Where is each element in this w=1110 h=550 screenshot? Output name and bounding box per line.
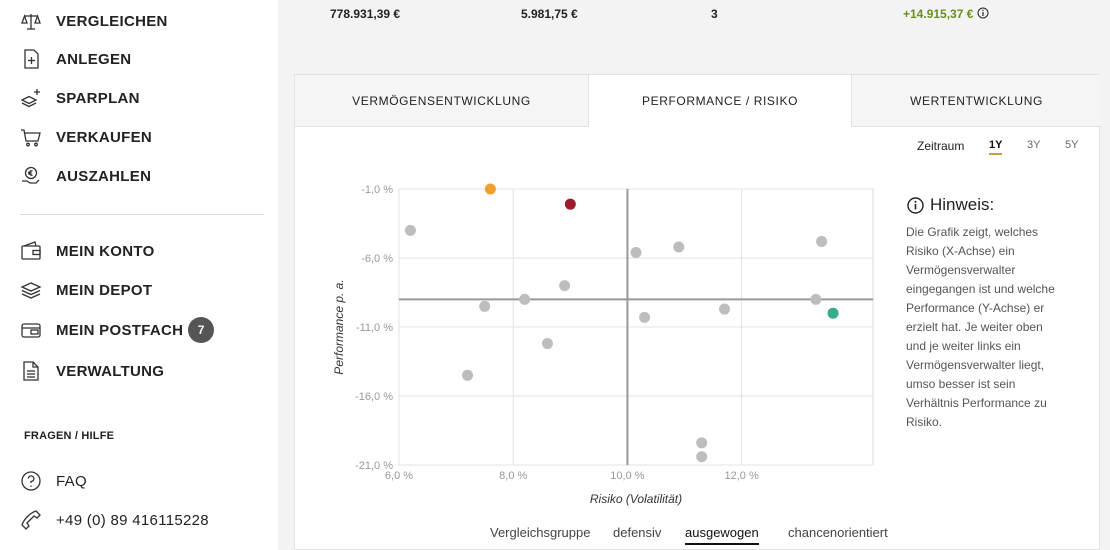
performance-panel: VERMÖGENSENTWICKLUNG PERFORMANCE / RISIK…: [294, 74, 1101, 550]
data-point: [541, 338, 553, 350]
data-point: [827, 307, 839, 319]
stat-value: 5.981,75 €: [521, 7, 578, 21]
stat-value: 3: [711, 7, 718, 21]
data-point: [696, 437, 708, 449]
y-tick-label: -21,0 %: [355, 460, 393, 472]
nav-mein-depot[interactable]: MEIN DEPOT: [20, 277, 152, 303]
data-point: [404, 224, 416, 236]
cart-icon: [21, 129, 41, 147]
mailbox-icon: [21, 323, 41, 338]
tab-performance-risiko[interactable]: PERFORMANCE / RISIKO: [588, 75, 852, 127]
gain-value: +14.915,37 €: [903, 7, 974, 21]
x-tick-label: 6,0 %: [385, 470, 413, 482]
nav-anlegen[interactable]: ANLEGEN: [20, 46, 131, 72]
nav-faq[interactable]: FAQ: [20, 468, 87, 494]
data-point: [479, 300, 491, 312]
question-circle-icon: [21, 471, 41, 491]
data-point: [810, 293, 822, 305]
info-icon[interactable]: [977, 7, 989, 19]
y-tick-label: -11,0 %: [356, 322, 393, 334]
nav-label: MEIN DEPOT: [56, 281, 153, 299]
info-icon: [907, 196, 924, 214]
nav-label: VERWALTUNG: [56, 362, 165, 380]
risk-performance-chart: -1,0 % -6,0 % -11,0 % -16,0 % -21,0 %6,0 % 8,…: [332, 183, 874, 506]
coins-hand-icon: [22, 166, 40, 184]
period-option-1y[interactable]: 1Y: [989, 139, 1003, 155]
nav-label: VERGLEICHEN: [56, 12, 168, 30]
data-point: [519, 293, 531, 305]
nav-mein-postfach[interactable]: MEIN POSTFACH 7: [20, 317, 215, 343]
nav-phone[interactable]: +49 (0) 89 416115228: [20, 507, 209, 533]
data-point: [816, 235, 828, 247]
hint-text: Die Grafik zeigt, welches Risiko (X-Achs…: [906, 225, 1055, 429]
nav-label: AUSZAHLEN: [56, 167, 152, 185]
nav-label: +49 (0) 89 416115228: [56, 511, 209, 529]
data-point: [630, 246, 642, 258]
stack-plus-icon: [20, 89, 40, 108]
y-tick-label: -1,0 %: [361, 184, 393, 196]
data-point: [484, 183, 496, 195]
hint-heading: Hinweis:: [907, 195, 994, 215]
period-option-3y[interactable]: 3Y: [1027, 139, 1041, 151]
document-plus-icon: [24, 49, 39, 69]
document-icon: [23, 361, 39, 381]
period-option-5y[interactable]: 5Y: [1065, 139, 1079, 151]
x-tick-label: 8,0 %: [499, 470, 527, 482]
tab-wertentwicklung[interactable]: WERTENTWICKLUNG: [852, 75, 1101, 127]
help-heading: FRAGEN / HILFE: [24, 430, 115, 442]
data-point: [559, 280, 571, 292]
y-tick-label: -6,0 %: [361, 253, 393, 265]
nav-label: SPARPLAN: [56, 89, 140, 107]
comparison-ausgewogen[interactable]: ausgewogen: [685, 525, 759, 545]
comparison-chancenorientiert[interactable]: chancenorientiert: [788, 525, 888, 540]
hint-title: Hinweis:: [930, 195, 995, 214]
nav-label: VERKAUFEN: [56, 128, 153, 146]
data-point: [462, 369, 474, 381]
nav-label: FAQ: [56, 472, 87, 490]
nav-label: MEIN POSTFACH: [56, 321, 184, 339]
data-point: [673, 241, 685, 253]
y-tick-label: -16,0 %: [355, 391, 393, 403]
unread-count-badge: 7: [188, 317, 215, 343]
comparison-defensiv[interactable]: defensiv: [613, 525, 662, 540]
data-point: [719, 303, 731, 315]
data-point: [696, 451, 708, 463]
nav-vergleichen[interactable]: VERGLEICHEN: [20, 8, 168, 34]
scales-icon: [21, 14, 41, 30]
x-tick-label: 12,0 %: [725, 470, 759, 482]
comparison-label: Vergleichsgruppe: [490, 525, 591, 540]
nav-sparplan[interactable]: SPARPLAN: [20, 85, 140, 111]
stat-value-gain: +14.915,37 €: [903, 7, 989, 21]
nav-mein-konto[interactable]: MEIN KONTO: [20, 238, 155, 264]
portfolio-summary: 778.931,39 € 5.981,75 € 3 +14.915,37 €: [330, 0, 1110, 26]
sidebar: VERGLEICHEN ANLEGEN SPARPLAN VERKAUFEN A…: [0, 0, 278, 550]
stat-value: 778.931,39 €: [330, 7, 401, 21]
nav-label: ANLEGEN: [56, 50, 132, 68]
x-tick-label: 10,0 %: [610, 470, 644, 482]
y-axis-label: Performance p. a.: [332, 279, 346, 374]
phone-icon: [21, 510, 41, 530]
sidebar-divider: [20, 214, 264, 215]
nav-auszahlen[interactable]: AUSZAHLEN: [20, 163, 151, 189]
nav-verkaufen[interactable]: VERKAUFEN: [20, 124, 152, 150]
x-axis-label: Risiko (Volatilität): [590, 492, 682, 506]
layers-icon: [20, 282, 42, 299]
data-point: [639, 311, 651, 323]
wallet-icon: [21, 241, 41, 260]
data-point: [564, 198, 576, 210]
tab-vermoegensentwicklung[interactable]: VERMÖGENSENTWICKLUNG: [295, 75, 588, 127]
nav-label: MEIN KONTO: [56, 242, 155, 260]
nav-verwaltung[interactable]: VERWALTUNG: [20, 358, 164, 384]
period-label: Zeitraum: [917, 139, 965, 153]
